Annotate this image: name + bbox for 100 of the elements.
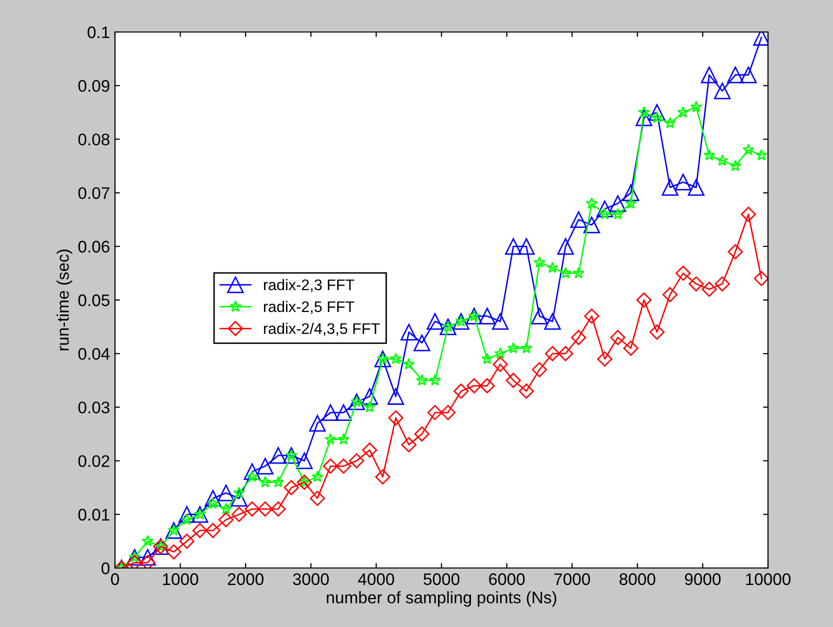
- point: [284, 480, 299, 496]
- y-tick-label: 0.04: [78, 348, 110, 360]
- point: [583, 216, 600, 234]
- point: [546, 262, 558, 274]
- point: [309, 414, 326, 432]
- point: [466, 308, 482, 324]
- point: [179, 534, 194, 549]
- point: [440, 404, 456, 420]
- point: [140, 555, 156, 568]
- y-tick-label: 0.08: [78, 134, 110, 146]
- point: [258, 501, 273, 517]
- point: [714, 276, 730, 292]
- point: [714, 82, 731, 100]
- point: [596, 200, 614, 218]
- point: [494, 347, 506, 359]
- legend-label: radix-2,3 FFT: [264, 279, 354, 292]
- point: [688, 179, 705, 196]
- x-tick-label: 4000: [358, 573, 394, 586]
- point: [480, 378, 495, 394]
- point: [390, 352, 402, 364]
- point: [348, 394, 365, 410]
- point: [544, 313, 561, 330]
- point: [506, 372, 521, 388]
- point: [597, 351, 612, 367]
- point: [361, 388, 378, 405]
- point: [192, 522, 208, 538]
- point: [259, 476, 272, 488]
- point: [349, 453, 364, 468]
- point: [584, 308, 600, 324]
- point: [232, 506, 247, 522]
- point: [192, 506, 208, 523]
- x-tick-label: 0: [111, 573, 119, 586]
- point: [610, 330, 626, 346]
- x-tick-label: 5000: [424, 573, 460, 586]
- point: [492, 313, 509, 330]
- y-tick-label: 0.05: [78, 294, 110, 306]
- point: [533, 256, 546, 268]
- point: [518, 238, 535, 255]
- point: [270, 447, 287, 464]
- point: [609, 195, 626, 212]
- point: [740, 66, 757, 84]
- point: [218, 512, 234, 528]
- point: [364, 400, 376, 412]
- point: [310, 490, 325, 506]
- legend-label: radix-2,5 FFT: [264, 300, 354, 314]
- point: [571, 330, 586, 346]
- x-tick-label: 7000: [554, 573, 590, 586]
- point: [728, 244, 743, 260]
- point: [165, 522, 182, 539]
- point: [572, 266, 585, 278]
- point: [127, 555, 142, 568]
- point: [754, 270, 768, 286]
- point: [662, 287, 678, 302]
- point: [322, 458, 338, 474]
- point: [414, 426, 430, 442]
- point: [178, 506, 196, 523]
- point: [481, 352, 494, 364]
- point: [322, 404, 339, 421]
- x-tick-label: 8000: [620, 573, 656, 586]
- point: [338, 433, 350, 445]
- point: [677, 106, 690, 118]
- point: [531, 308, 548, 324]
- point: [507, 342, 520, 354]
- point: [557, 238, 574, 255]
- point: [676, 266, 691, 281]
- x-tick-label: 2000: [228, 573, 264, 586]
- point: [478, 308, 496, 324]
- point: [622, 184, 640, 202]
- y-axis-title: run-time (sec): [56, 250, 72, 350]
- point: [126, 548, 143, 566]
- point: [244, 501, 260, 517]
- x-tick-label: 1000: [163, 573, 198, 586]
- y-tick-label: 0.1: [88, 26, 110, 38]
- point: [520, 342, 532, 354]
- point: [401, 437, 416, 452]
- point: [230, 490, 248, 507]
- point: [700, 66, 718, 84]
- legend-label: radix-2/4,3,5 FFT: [264, 322, 380, 336]
- point: [558, 346, 574, 362]
- point: [362, 442, 378, 458]
- point: [205, 522, 221, 538]
- point: [452, 313, 470, 330]
- x-tick-label: 9000: [684, 573, 721, 586]
- point: [282, 447, 300, 464]
- point: [272, 476, 284, 488]
- point: [270, 501, 286, 517]
- point: [375, 469, 390, 484]
- point: [427, 404, 443, 420]
- point: [387, 388, 404, 405]
- point: [688, 276, 704, 292]
- point: [702, 282, 717, 297]
- point: [586, 197, 598, 209]
- point: [755, 149, 768, 160]
- point: [311, 470, 324, 482]
- point: [204, 490, 222, 507]
- point: [400, 324, 418, 340]
- point: [544, 346, 560, 362]
- point: [139, 548, 156, 566]
- y-tick-label: 0.07: [78, 187, 110, 200]
- point: [492, 356, 508, 372]
